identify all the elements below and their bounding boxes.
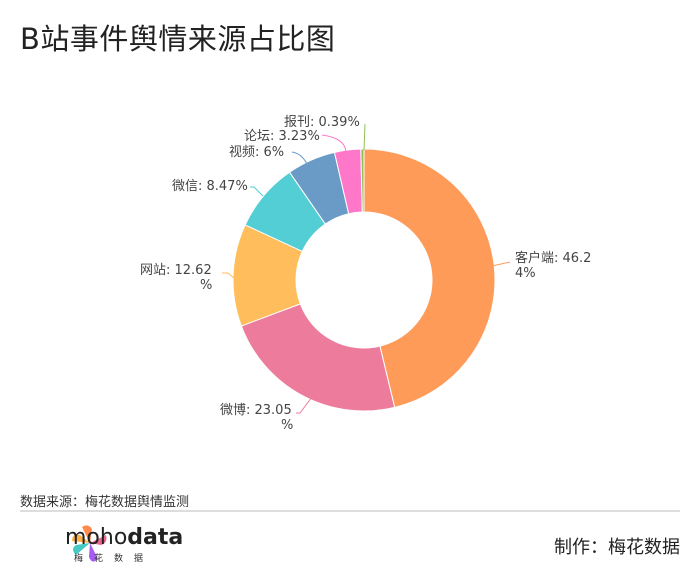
- slice-label-网站: %: [200, 278, 212, 293]
- donut-chart: 客户端: 46.24%微博: 23.05%网站: 12.62%微信: 8.47%…: [140, 115, 591, 433]
- divider: [20, 510, 680, 512]
- logo-text-light: moho: [65, 525, 128, 550]
- slice-label-视频: 视频: 6%: [229, 145, 284, 160]
- slice-label-网站: 网站: 12.62: [140, 263, 212, 278]
- slice-微博[interactable]: [240, 303, 396, 412]
- slice-label-客户端: 4%: [515, 266, 536, 281]
- slice-客户端[interactable]: [363, 148, 496, 408]
- slice-报刊[interactable]: [360, 148, 365, 213]
- leader-line-论坛: [321, 134, 347, 153]
- slice-label-客户端: 客户端: 46.2: [515, 250, 591, 266]
- credit: 制作：梅花数据: [554, 537, 680, 558]
- data-source: 数据来源：梅花数据舆情监测: [20, 495, 190, 510]
- leader-line-客户端: [491, 261, 511, 267]
- leader-line-微博: [296, 392, 316, 414]
- leader-line-网站: [222, 272, 235, 279]
- slice-label-论坛: 论坛: 3.23%: [244, 129, 320, 144]
- mohodata-logo-icon: [72, 525, 107, 562]
- logo-text: mohodata: [65, 525, 183, 550]
- logo-subtitle: 梅花数据: [74, 554, 155, 564]
- leader-line-微信: [250, 186, 264, 197]
- chart-title: B站事件舆情来源占比图: [20, 22, 336, 56]
- slice-label-微博: 微博: 23.05: [220, 403, 292, 418]
- slice-label-微博: %: [281, 418, 293, 433]
- slice-label-微信: 微信: 8.47%: [172, 179, 248, 194]
- leader-line-视频: [291, 151, 311, 173]
- logo-text-bold: data: [127, 525, 184, 550]
- leader-line-报刊: [363, 123, 366, 151]
- slice-label-报刊: 报刊: 0.39%: [284, 115, 360, 130]
